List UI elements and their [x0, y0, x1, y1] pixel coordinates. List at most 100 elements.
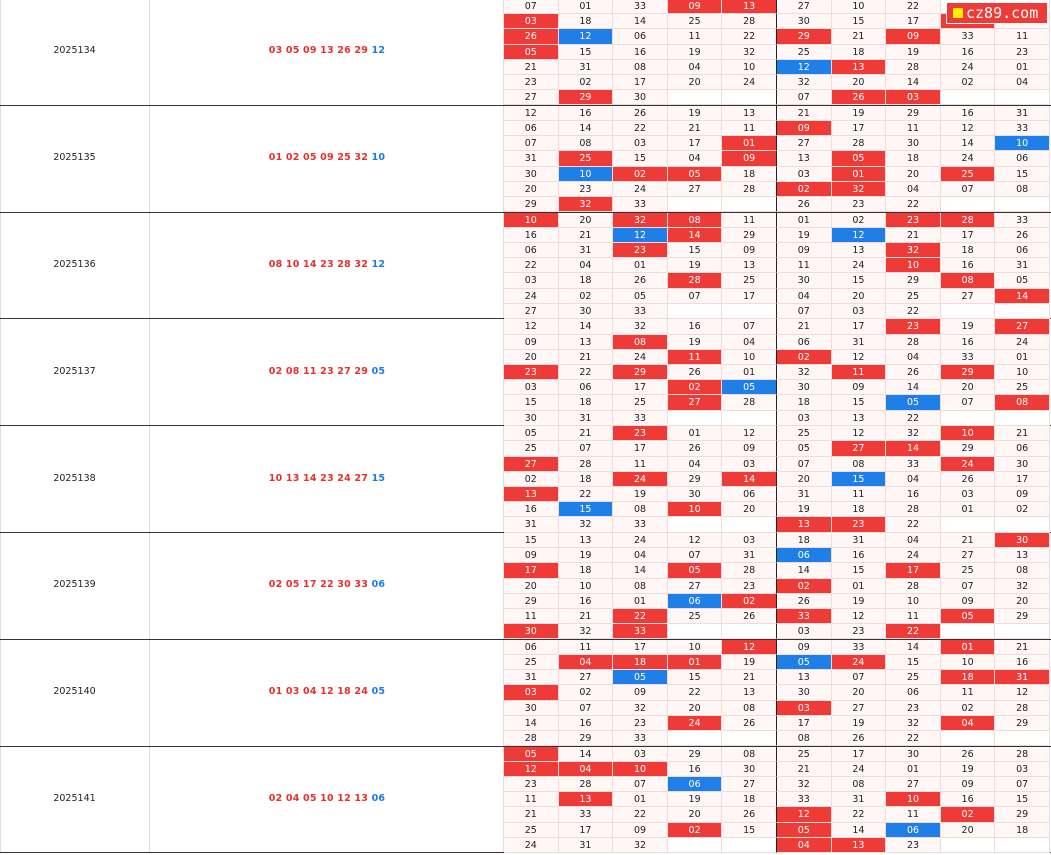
grid-cell: 11 [777, 258, 832, 274]
grid-cell: 17 [722, 288, 777, 304]
grid-cell: 23 [722, 578, 777, 594]
grid-cell: 04 [667, 151, 723, 167]
period-number: 2025138 [53, 472, 96, 484]
grid-cell: 12 [831, 349, 887, 365]
grid-cell: 09 [504, 334, 559, 350]
grid-cell: 31 [504, 670, 559, 686]
grid-cell: 02 [995, 502, 1050, 518]
grid-cell: 29 [558, 90, 614, 106]
number-grid: 12 14 32 16 07 21 17 23 19 27 09 13 08 19 04 06 31 28 16 24… [504, 319, 1050, 426]
grid-cell: 04 [667, 456, 723, 472]
grid-cell: 07 [558, 441, 614, 457]
grid-cell: 24 [504, 837, 559, 853]
grid-cell: 27 [504, 90, 559, 106]
grid-cell [995, 196, 1050, 213]
grid-cell: 08 [831, 456, 887, 472]
grid-cell: 11 [831, 364, 887, 381]
grid-cell: 14 [940, 136, 996, 152]
period-number: 2025137 [53, 365, 96, 377]
grid-cell: 32 [886, 242, 941, 259]
grid-cell: 03 [777, 166, 832, 182]
grid-cell: 04 [777, 837, 832, 853]
grid-cell: 27 [777, 0, 832, 15]
grid-cell: 05 [504, 44, 559, 60]
grid-cell: 18 [558, 273, 614, 289]
grid-cell: 03 [613, 746, 668, 762]
grid-cell: 19 [667, 105, 723, 121]
grid-cell: 13 [504, 486, 559, 503]
grid-cell: 33 [995, 212, 1050, 228]
period-number: 2025141 [53, 792, 96, 804]
grid-cell [667, 90, 723, 106]
column-divider [0, 426, 1, 532]
grid-cell: 33 [831, 639, 887, 655]
grid-cell: 23 [886, 837, 941, 853]
grid-cell: 08 [995, 181, 1050, 197]
grid-cell: 03 [777, 410, 832, 426]
grid-cell: 23 [504, 776, 559, 793]
grid-cell: 03 [722, 533, 777, 549]
grid-cell: 24 [667, 715, 723, 731]
column-divider [149, 0, 150, 105]
grid-cell: 20 [504, 349, 559, 365]
grid-cell: 21 [558, 349, 614, 365]
grid-cell: 17 [504, 563, 559, 579]
grid-cell: 33 [777, 609, 832, 625]
grid-cell: 05 [722, 380, 777, 396]
grid-cell: 20 [667, 75, 723, 91]
grid-cell: 06 [886, 822, 941, 838]
grid-cell: 10 [613, 761, 668, 777]
grid-cell: 15 [667, 670, 723, 686]
grid-cell: 09 [940, 776, 996, 793]
grid-cell: 31 [995, 670, 1050, 686]
grid-cell: 09 [722, 441, 777, 457]
grid-cell: 22 [667, 685, 723, 701]
winning-numbers: 01 02 05 09 25 32 10 [150, 152, 504, 163]
grid-cell: 21 [777, 319, 832, 335]
grid-cell: 11 [940, 685, 996, 701]
grid-cell: 06 [504, 242, 559, 259]
red-balls: 02 05 17 22 30 33 [268, 579, 369, 591]
red-balls: 10 13 14 23 24 27 [268, 472, 369, 484]
grid-cell [722, 303, 777, 319]
grid-cell: 25 [722, 273, 777, 289]
grid-cell: 33 [613, 410, 668, 426]
grid-cell: 26 [613, 273, 668, 289]
period-number: 2025140 [53, 686, 96, 698]
grid-cell: 08 [613, 334, 668, 350]
grid-cell: 08 [613, 59, 668, 75]
grid-cell: 25 [667, 14, 723, 30]
grid-cell: 15 [722, 822, 777, 838]
grid-cell: 33 [613, 303, 668, 319]
grid-cell: 17 [831, 746, 887, 762]
draw-row: 2025136 08 10 14 23 28 32 12 10 20 32 08 11 01 0… [0, 212, 1051, 320]
grid-cell [667, 196, 723, 213]
grid-cell: 13 [831, 837, 887, 853]
grid-cell: 33 [613, 730, 668, 747]
grid-cell: 18 [777, 395, 832, 411]
grid-cell: 15 [831, 563, 887, 579]
grid-cell: 20 [667, 700, 723, 716]
grid-cell [722, 837, 777, 853]
grid-cell: 10 [504, 212, 559, 228]
grid-cell [722, 410, 777, 426]
grid-cell: 31 [558, 59, 614, 75]
grid-cell: 02 [940, 807, 996, 823]
grid-cell: 24 [995, 334, 1050, 350]
grid-cell: 08 [613, 578, 668, 594]
grid-cell: 22 [613, 609, 668, 625]
grid-cell: 11 [722, 120, 777, 137]
grid-cell: 29 [886, 273, 941, 289]
grid-cell: 28 [995, 746, 1050, 762]
grid-cell: 22 [886, 624, 941, 640]
grid-cell: 03 [831, 303, 887, 319]
grid-cell: 23 [613, 426, 668, 442]
winning-numbers: 01 03 04 12 18 24 05 [150, 686, 504, 697]
draw-row: 2025135 01 02 05 09 25 32 10 12 16 26 19 13 21 1… [0, 105, 1051, 213]
grid-cell: 29 [613, 364, 668, 381]
grid-cell: 08 [940, 273, 996, 289]
site-logo[interactable]: cz89.com [946, 2, 1048, 24]
grid-cell: 30 [777, 14, 832, 30]
grid-cell: 26 [940, 746, 996, 762]
grid-cell: 30 [995, 533, 1050, 549]
